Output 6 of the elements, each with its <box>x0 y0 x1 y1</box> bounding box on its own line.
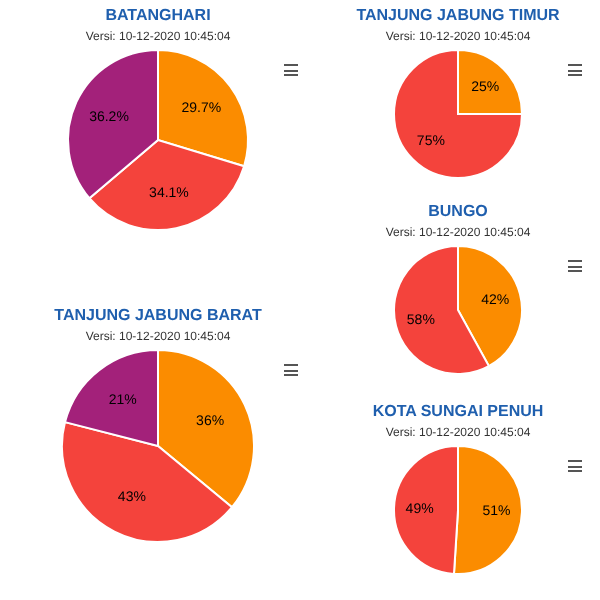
chart-title: TANJUNG JABUNG BARAT <box>54 306 262 324</box>
chart-title: KOTA SUNGAI PENUH <box>372 402 544 420</box>
chart-title: BATANGHARI <box>105 6 211 24</box>
chart-title: TANJUNG JABUNG TIMUR <box>356 6 561 24</box>
pie-slice <box>393 49 523 179</box>
chart-title: BUNGO <box>428 202 488 220</box>
